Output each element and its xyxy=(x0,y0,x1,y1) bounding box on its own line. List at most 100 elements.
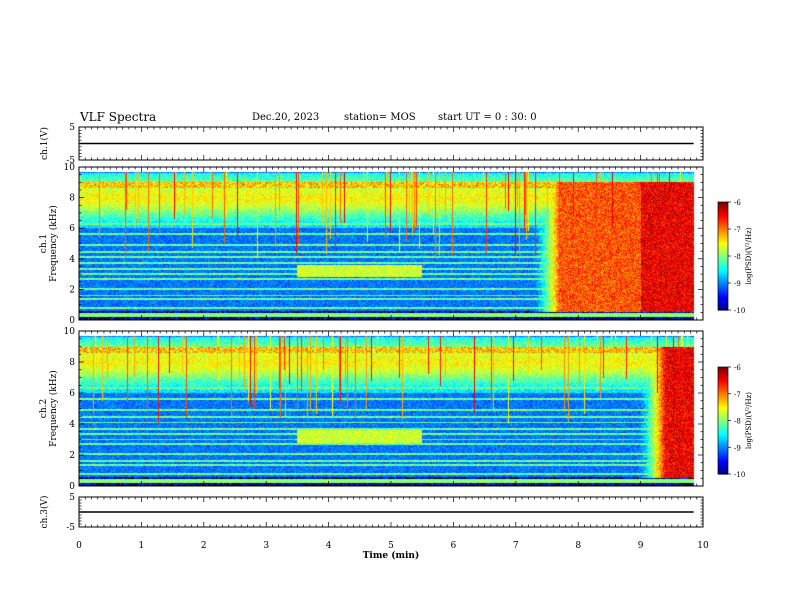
x-tick-label: 0 xyxy=(76,541,82,551)
colorbar-cell xyxy=(718,435,728,438)
x-tick-label: 6 xyxy=(451,541,457,551)
colorbar-cell xyxy=(718,249,728,252)
colorbar-cell xyxy=(718,245,728,249)
colorbar-cell xyxy=(718,472,728,475)
colorbar-cell xyxy=(718,293,728,296)
x-tick-label: 8 xyxy=(575,541,581,551)
colorbar-cell xyxy=(718,428,728,432)
x-axis-label: Time (min) xyxy=(363,550,420,561)
colorbar-cell xyxy=(718,298,728,301)
colorbar-cell xyxy=(718,437,728,440)
y-tick-label: 10 xyxy=(64,163,76,173)
colorbar-tick-label: -9 xyxy=(734,280,741,288)
ch2-spectrogram-ylabel: ch.2 xyxy=(39,399,49,418)
colorbar-cell xyxy=(718,213,728,217)
colorbar-cell xyxy=(718,232,728,235)
colorbar-cell xyxy=(718,288,728,291)
ch2-spectrogram-ylabel: Frequency (kHz) xyxy=(48,370,59,447)
colorbar-cell xyxy=(718,218,728,222)
y-tick-label: 8 xyxy=(69,358,75,368)
colorbar-cell xyxy=(718,468,728,472)
y-tick-label: 4 xyxy=(69,255,75,265)
x-tick-label: 4 xyxy=(326,541,332,551)
colorbar-cell xyxy=(718,405,728,408)
colorbar-cell xyxy=(718,423,728,427)
colorbar-cell xyxy=(718,383,728,386)
colorbar-cell xyxy=(718,247,728,250)
x-tick-label: 3 xyxy=(263,541,269,551)
colorbar-cell xyxy=(718,467,728,470)
colorbar-cell xyxy=(718,240,728,244)
station-label: station= MOS xyxy=(344,112,416,123)
colorbar-cell xyxy=(718,372,728,375)
colorbar-cell xyxy=(718,207,728,210)
colorbar-cell xyxy=(718,382,728,385)
colorbar-tick-label: -6 xyxy=(734,364,741,372)
colorbar-cell xyxy=(718,368,728,371)
colorbar-cell xyxy=(718,443,728,447)
colorbar-cell xyxy=(718,291,728,294)
colorbar-cell xyxy=(718,281,728,284)
colorbar-cell xyxy=(718,202,728,205)
colorbar-cell xyxy=(718,412,728,415)
colorbar-cell xyxy=(718,453,728,457)
colorbar-cell xyxy=(718,237,728,240)
colorbar-cell xyxy=(718,244,728,247)
colorbar-cell xyxy=(718,410,728,413)
colorbar-cell xyxy=(718,418,728,422)
colorbar-cell xyxy=(718,378,728,381)
colorbar-cell xyxy=(718,262,728,266)
y-tick-label: 5 xyxy=(69,493,75,503)
colorbar-cell xyxy=(718,259,728,262)
date-label: Dec.20, 2023 xyxy=(252,112,320,123)
colorbar-cell xyxy=(718,400,728,403)
ch1-spectrogram-ylabel: ch.1 xyxy=(39,234,49,253)
colorbar-cell xyxy=(718,286,728,289)
colorbar-cell xyxy=(718,395,728,398)
colorbar-cell xyxy=(718,252,728,255)
y-tick-label: 0 xyxy=(69,482,75,492)
colorbar-tick-label: -9 xyxy=(734,444,741,452)
colorbar-cell xyxy=(718,370,728,373)
y-tick-label: 6 xyxy=(69,389,75,399)
colorbar-cell xyxy=(718,440,728,443)
colorbar-cell xyxy=(718,272,728,276)
y-tick-label: 2 xyxy=(69,285,75,295)
colorbar-cell xyxy=(718,433,728,437)
colorbar-cell xyxy=(718,402,728,405)
colorbar-cell xyxy=(718,276,728,279)
colorbar-cell xyxy=(718,239,728,242)
colorbar-cell xyxy=(718,284,728,287)
colorbar-cell xyxy=(718,442,728,445)
colorbar-cell xyxy=(718,208,728,212)
colorbar-label-2: log(PSD)(V²/Hz) xyxy=(745,392,753,449)
colorbar-cell xyxy=(718,367,728,370)
colorbar-cell xyxy=(718,304,728,308)
colorbar-cell xyxy=(718,438,728,442)
colorbar-cell xyxy=(718,465,728,468)
colorbar-cell xyxy=(718,279,728,282)
colorbar-cell xyxy=(718,377,728,380)
ch1-voltage-ylabel: ch.1(V) xyxy=(39,127,50,160)
colorbar-tick-label: -6 xyxy=(734,199,741,207)
chart-title: VLF Spectra xyxy=(80,110,157,124)
colorbar-cell xyxy=(718,415,728,418)
y-tick-label: 10 xyxy=(64,327,76,337)
colorbar-cell xyxy=(718,373,728,376)
x-tick-label: 2 xyxy=(201,541,207,551)
colorbar-cell xyxy=(718,308,728,311)
ch1-spectrogram-image xyxy=(79,167,703,320)
colorbar-cell xyxy=(718,242,728,245)
x-tick-label: 7 xyxy=(513,541,519,551)
y-tick-label: -5 xyxy=(66,523,75,533)
y-tick-label: 6 xyxy=(69,224,75,234)
colorbar-cell xyxy=(718,432,728,435)
colorbar-cell xyxy=(718,398,728,402)
y-tick-label: 0 xyxy=(69,316,75,326)
colorbar-cell xyxy=(718,294,728,298)
colorbar-cell xyxy=(718,261,728,264)
colorbar-cell xyxy=(718,254,728,257)
ch1-spectrogram-ylabel: Frequency (kHz) xyxy=(48,205,59,282)
colorbar-cell xyxy=(718,463,728,467)
colorbar-cell xyxy=(718,289,728,293)
